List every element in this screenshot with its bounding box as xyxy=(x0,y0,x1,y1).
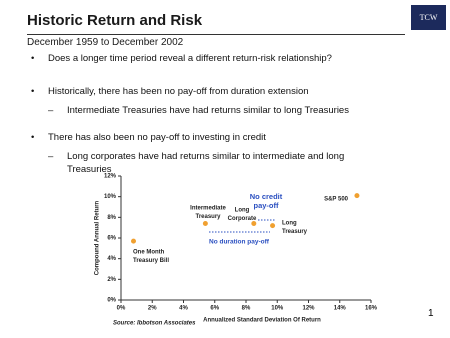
point-label: Intermediate xyxy=(190,206,226,212)
x-tick-label: 16% xyxy=(365,306,378,312)
sub-bullet: Long corporates have had returns similar… xyxy=(31,150,367,176)
y-tick-label: 6% xyxy=(107,236,116,242)
point-label: Long xyxy=(235,208,250,214)
x-tick-label: 4% xyxy=(179,306,188,312)
x-tick-label: 8% xyxy=(242,306,251,312)
source: Source: Ibbotson Associates xyxy=(113,321,196,327)
point xyxy=(251,221,257,227)
x-tick-label: 0% xyxy=(117,306,126,312)
x-tick-label: 14% xyxy=(334,306,347,312)
point-label: Treasury xyxy=(282,229,308,235)
bullet-list: Does a longer time period reveal a diffe… xyxy=(31,53,391,176)
point-label: Long xyxy=(282,221,297,227)
y-tick-label: 0% xyxy=(107,298,116,304)
y-tick-label: 12% xyxy=(104,174,117,180)
point-label: S&P 500 xyxy=(324,197,349,203)
logo: TCW xyxy=(411,5,446,30)
x-tick-label: 10% xyxy=(271,306,284,312)
bullet: There has also been no pay-off to invest… xyxy=(31,132,391,144)
x-tick-label: 12% xyxy=(302,306,315,312)
point-label: Treasury xyxy=(195,214,221,220)
page-number: 1 xyxy=(428,308,434,319)
point-label: Treasury Bill xyxy=(133,258,169,264)
x-tick-label: 2% xyxy=(148,306,157,312)
point xyxy=(354,193,360,199)
point-label: One Month xyxy=(133,250,165,256)
point xyxy=(202,221,208,227)
sub-bullet: Intermediate Treasuries have had returns… xyxy=(31,104,367,117)
point xyxy=(131,238,136,244)
annotation: No duration pay-off xyxy=(209,239,270,246)
x-tick-label: 6% xyxy=(210,306,219,312)
point-label: Corporate xyxy=(228,216,257,222)
y-tick-label: 4% xyxy=(107,256,116,262)
bullet: Does a longer time period reveal a diffe… xyxy=(31,53,391,65)
y-tick-label: 2% xyxy=(107,277,116,283)
y-tick-label: 8% xyxy=(107,215,116,221)
bullet: Historically, there has been no pay-off … xyxy=(31,86,391,98)
y-tick-label: 10% xyxy=(104,194,117,200)
x-axis-title: Annualized Standard Deviation Of Return xyxy=(203,318,321,324)
annotation: pay-off xyxy=(254,201,280,210)
slide-title: Historic Return and Risk xyxy=(27,12,203,29)
slide-subtitle: December 1959 to December 2002 xyxy=(27,37,184,48)
point xyxy=(270,223,276,229)
y-axis-title: Compound Annual Return xyxy=(95,200,101,275)
title-rule xyxy=(27,34,405,35)
annotation: No credit xyxy=(250,192,283,201)
